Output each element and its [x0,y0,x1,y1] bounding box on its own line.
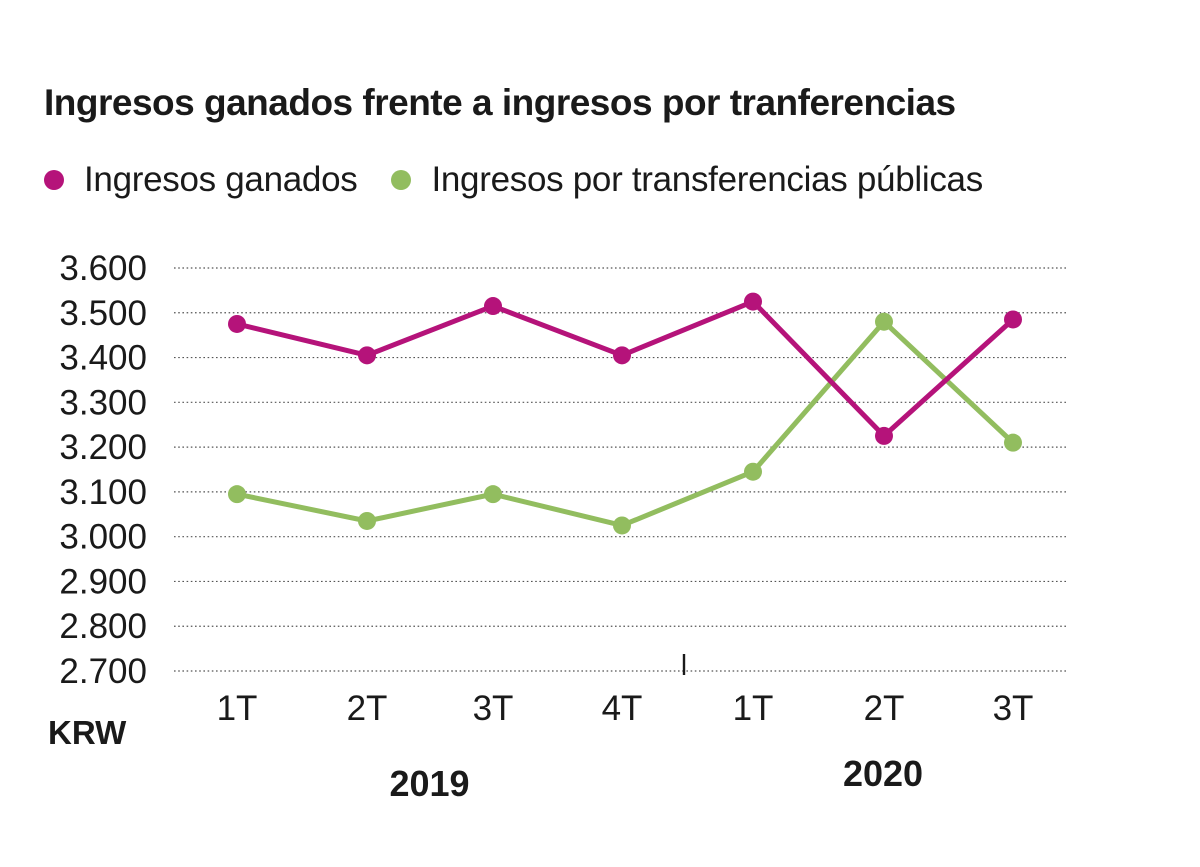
data-point [358,511,376,530]
data-point [613,516,631,535]
series [228,292,1022,535]
x-tick-label: 1T [217,689,258,728]
legend-label-transferencias: Ingresos por transferencias públicas [431,160,983,199]
x-axis-tick-labels: 1T 2T 3T 4T 1T 2T 3T [217,689,1034,728]
legend-label-ingresos-ganados: Ingresos ganados [84,160,358,199]
y-tick-label: 2.900 [59,562,147,601]
y-tick-label: 3.400 [59,339,147,378]
data-point [744,462,762,481]
y-tick-label: 3.100 [59,473,147,512]
series-line [234,299,1016,439]
y-tick-label: 3.600 [59,249,147,288]
data-point [228,485,246,504]
chart-legend: Ingresos ganados Ingresos por transferen… [44,158,1017,202]
x-tick-label: 2T [347,689,388,728]
data-point [875,312,893,331]
legend-marker-ingresos-ganados [44,170,64,190]
year-label: 2019 [389,763,469,804]
x-tick-label: 1T [733,689,774,728]
y-tick-label: 3.000 [59,518,147,557]
legend-item-transferencias: Ingresos por transferencias públicas [391,160,983,200]
data-point [228,314,246,333]
gridlines [174,267,1068,672]
y-tick-label: 3.200 [59,428,147,467]
data-point [1004,433,1022,452]
data-point [358,346,376,365]
y-tick-label: 2.800 [59,607,147,646]
chart-title: Ingresos ganados frente a ingresos por t… [44,82,956,123]
series-ingresos-ganados [228,292,1022,445]
y-axis-tick-labels: 2.700 2.800 2.900 3.000 3.100 3.200 3.300 3.400… [59,249,147,691]
year-label: 2020 [843,753,923,794]
data-point [613,346,631,365]
series-transferencias [228,312,1022,535]
data-point [484,485,502,504]
data-point [875,426,893,445]
y-tick-label: 2.700 [59,652,147,691]
y-tick-label: 3.300 [59,383,147,422]
data-point [744,292,762,311]
legend-item-ingresos-ganados: Ingresos ganados [44,160,358,200]
x-tick-label: 2T [864,689,905,728]
y-tick-label: 3.500 [59,294,147,333]
x-tick-label: 3T [993,689,1034,728]
x-tick-label: 3T [473,689,514,728]
y-axis-unit-label: KRW [48,714,127,751]
data-point [484,297,502,316]
x-tick-label: 4T [602,689,643,728]
legend-marker-transferencias [391,170,412,190]
data-point [1004,310,1022,329]
year-labels: 2019 2020 [389,753,923,804]
